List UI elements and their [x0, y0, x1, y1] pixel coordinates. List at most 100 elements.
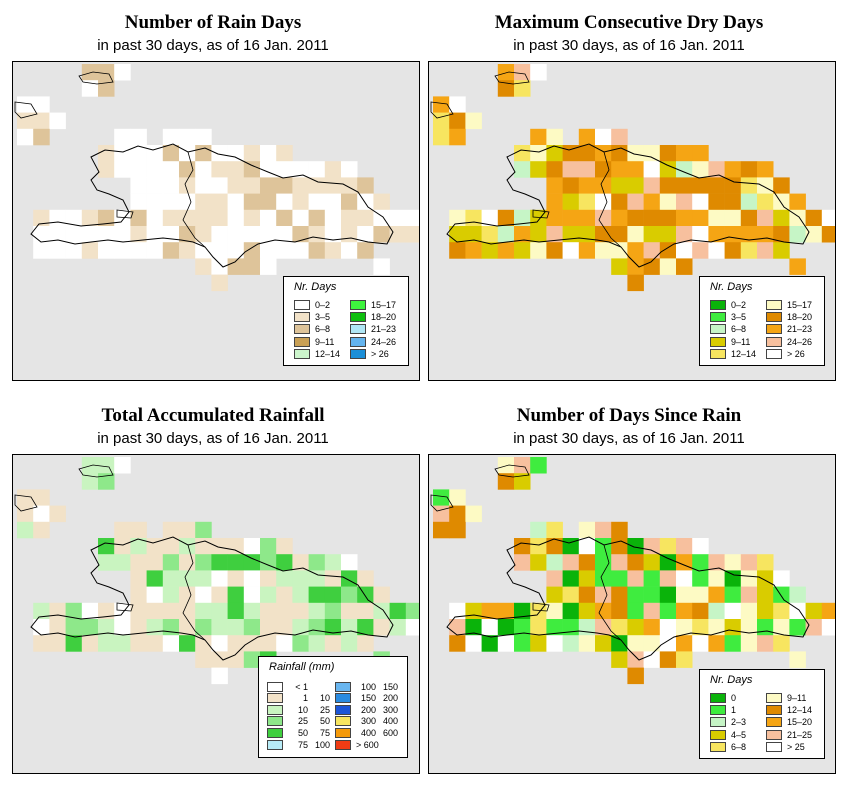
panel-subtitle: in past 30 days, as of 16 Jan. 2011 — [97, 37, 329, 54]
legend-swatch — [710, 717, 726, 728]
grid-cell — [595, 538, 612, 555]
grid-cell — [497, 80, 515, 97]
grid-cell — [659, 258, 677, 275]
legend-swatch — [294, 336, 310, 347]
legend-label: 200 300 — [356, 705, 398, 715]
panel-subtitle: in past 30 days, as of 16 Jan. 2011 — [513, 37, 745, 54]
grid-cell — [773, 242, 790, 259]
panel-title: Total Accumulated Rainfall — [101, 405, 325, 426]
grid-cell — [757, 619, 774, 636]
grid-cell — [514, 242, 531, 259]
grid-cell — [627, 570, 644, 587]
grid-cell — [433, 128, 450, 146]
grid-cell — [676, 619, 693, 636]
grid-cell — [292, 619, 309, 636]
grid-cell — [578, 538, 596, 555]
legend-label: 18–20 — [371, 311, 397, 322]
grid-cell — [341, 570, 358, 587]
grid-cell — [659, 145, 677, 162]
grid-cell — [341, 554, 358, 571]
legend-label: 12–14 — [731, 349, 757, 360]
grid-cell — [49, 505, 66, 523]
grid-cell — [260, 258, 277, 275]
legend-item: 75 100 — [267, 739, 330, 750]
grid-cell — [276, 161, 293, 178]
grid-cell — [789, 651, 806, 668]
grid-cell — [821, 619, 835, 636]
grid-cell — [530, 554, 547, 571]
grid-cell — [724, 177, 742, 194]
grid-cell — [146, 177, 164, 194]
grid-cell — [324, 161, 342, 178]
legend-swatch — [766, 742, 782, 753]
grid-cell — [562, 209, 580, 227]
grid-cell — [211, 554, 228, 571]
grid-cell — [724, 586, 742, 604]
grid-cell — [276, 145, 293, 162]
grid-cell — [546, 161, 563, 178]
grid-cell — [692, 226, 709, 243]
grid-cell — [260, 570, 277, 587]
grid-cell — [578, 635, 596, 652]
legend-label: 1 10 — [288, 693, 330, 703]
grid-cell — [130, 128, 147, 146]
grid-cell — [449, 128, 466, 146]
grid-cell — [578, 602, 596, 620]
grid-cell — [130, 161, 147, 178]
grid-cell — [260, 226, 277, 243]
grid-cell — [433, 112, 450, 130]
legend-swatch — [766, 349, 782, 360]
grid-cell — [740, 226, 758, 243]
grid-cell — [562, 619, 580, 636]
grid-cell — [659, 209, 677, 227]
grid-cell — [676, 651, 693, 668]
grid-cell — [676, 258, 693, 275]
grid-cell — [114, 538, 131, 555]
grid-cell — [292, 586, 309, 604]
grid-cells — [433, 64, 835, 292]
legend-label: 0–2 — [315, 299, 331, 310]
grid-cell — [546, 177, 563, 194]
legend-item: 10 25 — [267, 704, 330, 715]
legend-label: 6–8 — [731, 324, 747, 335]
grid-cell — [595, 177, 612, 194]
grid-cell — [243, 193, 261, 211]
grid-cell — [611, 128, 628, 146]
grid-cell — [595, 602, 612, 620]
grid-cell — [98, 161, 115, 178]
grid-cell — [211, 193, 228, 211]
grid-cell — [773, 586, 790, 604]
grid-cell — [130, 635, 147, 652]
legend-swatch — [267, 704, 283, 715]
grid-cell — [49, 602, 66, 620]
legend-label: 150 200 — [356, 693, 398, 703]
country-border — [598, 151, 622, 248]
grid-cell — [497, 209, 515, 227]
legend-swatch — [766, 704, 782, 715]
grid-cell — [130, 193, 147, 211]
legend-label: 3–5 — [315, 311, 331, 322]
grid-cell — [481, 619, 499, 636]
grid-cell — [465, 602, 482, 620]
grid-cell — [740, 193, 758, 211]
legend-item: 1 — [710, 704, 736, 715]
legend-range-from: 75 — [297, 739, 308, 750]
grid-cell — [578, 209, 596, 227]
grid-cell — [211, 242, 228, 259]
grid-cell — [514, 209, 531, 227]
grid-cell — [49, 242, 66, 259]
legend-label: > 25 — [787, 742, 805, 753]
legend-item: 0–2 — [710, 299, 746, 310]
legend-range-from: 300 — [360, 716, 376, 727]
grid-cell — [179, 619, 196, 636]
grid-cell — [692, 177, 709, 194]
grid-cell — [514, 538, 531, 555]
grid-cell — [341, 161, 358, 178]
grid-cell — [227, 145, 245, 162]
grid-cell — [195, 258, 212, 275]
grid-cell — [627, 177, 644, 194]
country-border — [598, 544, 622, 641]
legend-item: 15–17 — [766, 299, 812, 310]
legend-range-to: 600 — [382, 727, 398, 738]
legend-item: < 1 — [267, 681, 330, 692]
